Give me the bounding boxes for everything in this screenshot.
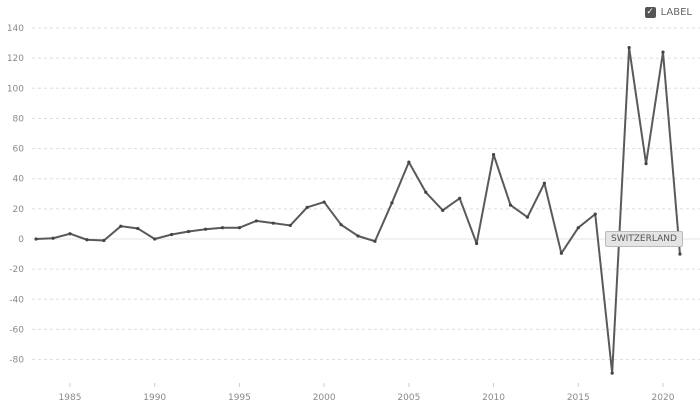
- y-tick-label: 100: [7, 84, 24, 94]
- data-point: [678, 252, 682, 256]
- data-point: [373, 239, 377, 243]
- x-tick-label: 1985: [59, 393, 82, 403]
- y-tick-label: 0: [18, 235, 24, 245]
- data-point: [542, 181, 547, 185]
- x-tick-label: 2015: [567, 393, 590, 403]
- checkbox-icon[interactable]: ✓: [644, 7, 656, 18]
- legend-label: LABEL: [660, 7, 692, 18]
- y-tick-label: 20: [13, 205, 25, 215]
- data-point: [322, 200, 326, 204]
- y-tick-label: 60: [13, 145, 25, 155]
- data-point: [627, 46, 631, 50]
- data-point: [305, 205, 309, 209]
- x-tick-label: 2010: [482, 393, 505, 403]
- data-point: [508, 203, 513, 207]
- legend[interactable]: ✓ LABEL: [644, 7, 692, 18]
- data-point: [559, 251, 563, 255]
- data-point: [203, 227, 208, 231]
- data-point: [102, 238, 106, 243]
- x-tick-label: 1995: [228, 393, 251, 403]
- data-point: [491, 153, 496, 157]
- y-tick-label: -40: [9, 295, 24, 305]
- data-point: [254, 219, 258, 223]
- data-point: [356, 234, 360, 238]
- data-point: [187, 229, 191, 234]
- y-tick-label: -60: [9, 325, 24, 335]
- series-label-tooltip: SWITZERLAND: [605, 231, 683, 247]
- data-point: [220, 226, 225, 230]
- data-point: [237, 226, 242, 230]
- data-point: [475, 241, 479, 246]
- y-tick-label: 120: [7, 54, 24, 64]
- data-point: [576, 226, 580, 230]
- data-point: [441, 208, 445, 212]
- data-point: [288, 223, 292, 228]
- data-point: [610, 371, 614, 375]
- data-point: [271, 221, 275, 225]
- data-point: [458, 196, 462, 200]
- data-point: [525, 215, 530, 219]
- data-point: [136, 226, 140, 231]
- data-point: [390, 201, 394, 205]
- x-tick-label: 2020: [652, 393, 675, 403]
- data-point: [644, 162, 648, 166]
- x-tick-label: 1990: [143, 393, 166, 403]
- y-tick-label: -80: [9, 356, 24, 366]
- data-point: [34, 237, 38, 241]
- data-point: [68, 232, 72, 236]
- data-point: [339, 223, 343, 227]
- data-point: [593, 212, 597, 216]
- data-point: [153, 237, 157, 241]
- x-tick-label: 2005: [397, 393, 420, 403]
- data-point: [85, 238, 89, 242]
- data-point: [424, 190, 428, 194]
- series-line: [36, 46, 681, 375]
- y-tick-label: 140: [7, 24, 24, 34]
- y-tick-label: -20: [9, 265, 24, 275]
- data-point: [51, 236, 55, 240]
- data-point: [170, 232, 174, 237]
- y-tick-label: 80: [13, 114, 25, 124]
- data-point: [661, 50, 665, 54]
- data-point: [407, 160, 411, 164]
- x-tick-label: 2000: [313, 393, 336, 403]
- y-tick-label: 40: [13, 175, 25, 185]
- data-point: [119, 224, 123, 228]
